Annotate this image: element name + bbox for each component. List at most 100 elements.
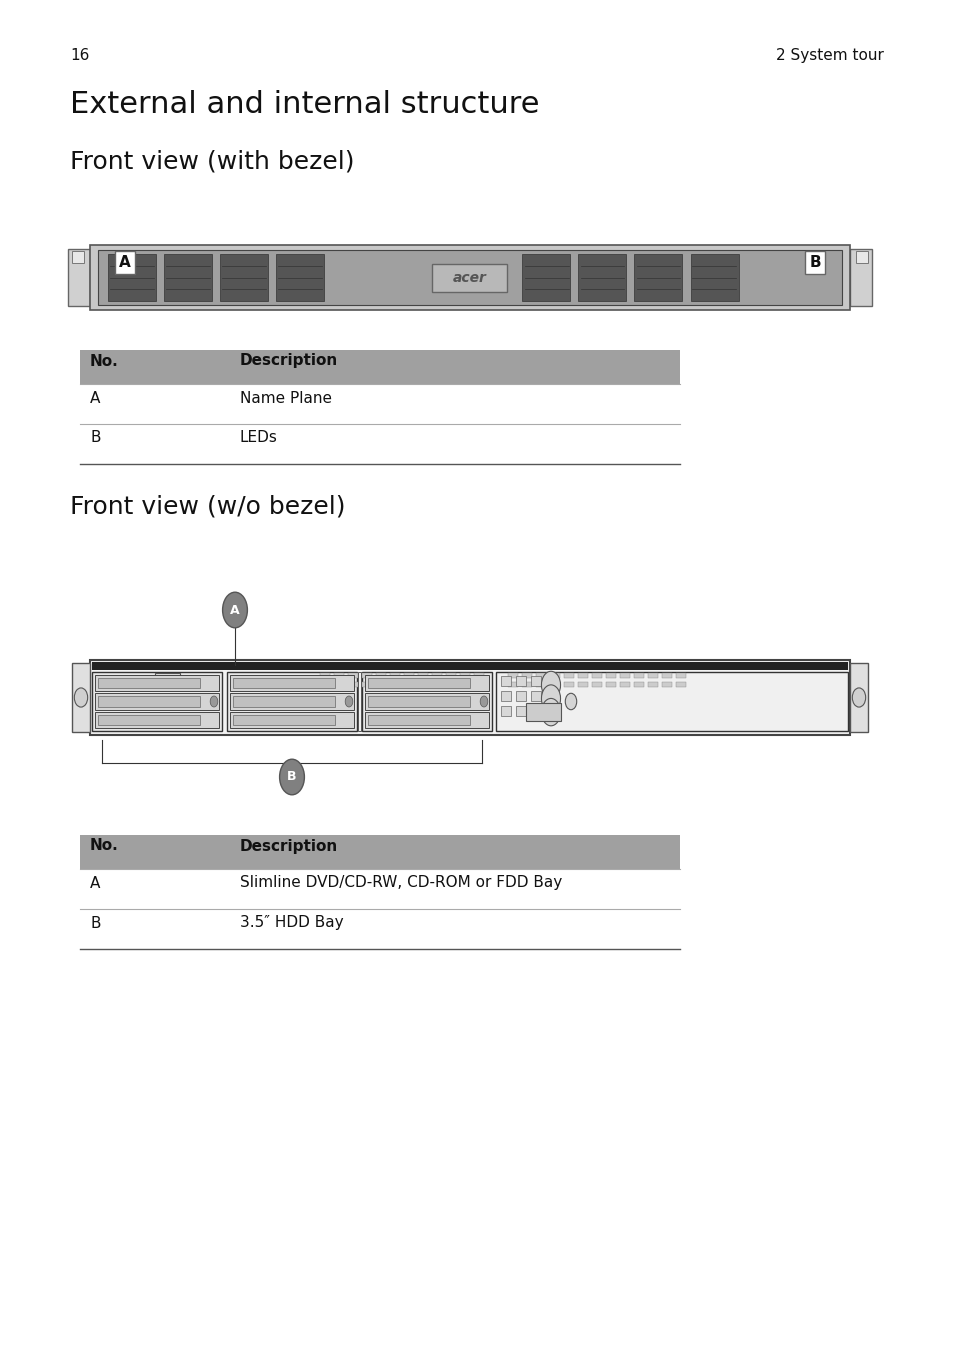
Bar	[68, 249, 90, 307]
Circle shape	[541, 698, 560, 726]
Bar	[676, 682, 685, 687]
Circle shape	[279, 760, 304, 795]
Bar	[855, 251, 867, 263]
Bar	[91, 663, 847, 669]
Bar	[459, 682, 470, 687]
Bar	[531, 691, 540, 701]
Text: 2 System tour: 2 System tour	[776, 48, 883, 63]
Bar	[516, 691, 525, 701]
Bar	[536, 682, 545, 687]
Bar	[319, 682, 330, 687]
Bar	[80, 835, 679, 869]
Bar	[80, 350, 679, 383]
Bar	[71, 663, 90, 732]
Bar	[95, 675, 219, 691]
Bar	[459, 674, 470, 678]
Bar	[357, 672, 360, 731]
Text: B: B	[808, 255, 820, 270]
Bar	[365, 693, 489, 709]
Bar	[319, 674, 330, 678]
Circle shape	[541, 684, 560, 712]
Bar	[275, 255, 324, 301]
Bar	[417, 674, 428, 678]
Bar	[334, 674, 344, 678]
Bar	[563, 674, 574, 678]
Circle shape	[74, 687, 88, 706]
Bar	[90, 245, 849, 309]
Bar	[690, 255, 738, 301]
Text: A: A	[230, 604, 239, 616]
Bar	[578, 674, 587, 678]
Text: B: B	[90, 916, 100, 931]
Bar	[592, 674, 601, 678]
Bar	[849, 249, 871, 307]
Circle shape	[222, 593, 247, 628]
Bar	[361, 672, 492, 731]
Text: Front view (w/o bezel): Front view (w/o bezel)	[70, 494, 345, 517]
Text: LEDs: LEDs	[240, 430, 277, 445]
Text: A: A	[119, 255, 131, 270]
Text: Slimline DVD/CD-RW, CD-ROM or FDD Bay: Slimline DVD/CD-RW, CD-ROM or FDD Bay	[240, 876, 561, 890]
Bar	[516, 706, 525, 716]
Bar	[348, 674, 357, 678]
Text: acer: acer	[453, 271, 486, 286]
Bar	[446, 682, 456, 687]
Bar	[521, 674, 532, 678]
Bar	[227, 672, 356, 731]
Text: No.: No.	[90, 353, 118, 368]
Bar	[220, 255, 268, 301]
Text: No.: No.	[90, 838, 118, 853]
Text: Front view (with bezel): Front view (with bezel)	[70, 151, 355, 174]
Circle shape	[851, 687, 864, 706]
Bar	[432, 682, 441, 687]
Bar	[661, 682, 671, 687]
Bar	[605, 674, 616, 678]
Bar	[578, 255, 626, 301]
Text: Name Plane: Name Plane	[240, 390, 332, 405]
Text: 16: 16	[70, 48, 90, 63]
Bar	[233, 715, 335, 726]
Bar	[619, 674, 629, 678]
Circle shape	[345, 695, 353, 706]
Text: External and internal structure: External and internal structure	[70, 90, 539, 119]
Bar	[474, 674, 483, 678]
Bar	[403, 682, 414, 687]
Bar	[91, 672, 222, 731]
Bar	[516, 676, 525, 686]
Bar	[417, 682, 428, 687]
Bar	[634, 255, 681, 301]
Bar	[230, 693, 354, 709]
Bar	[647, 682, 658, 687]
Bar	[578, 682, 587, 687]
Bar	[95, 693, 219, 709]
Bar	[507, 674, 517, 678]
Bar	[90, 660, 849, 735]
Bar	[98, 678, 200, 689]
Bar	[98, 715, 200, 726]
Bar	[71, 251, 84, 263]
Text: A: A	[90, 876, 100, 890]
Bar	[500, 676, 511, 686]
Bar	[619, 682, 629, 687]
Bar	[676, 674, 685, 678]
Bar	[375, 682, 386, 687]
Bar	[550, 682, 559, 687]
Bar	[605, 682, 616, 687]
Bar	[525, 704, 560, 721]
Bar	[233, 697, 335, 706]
Bar	[154, 674, 180, 686]
Bar	[634, 682, 643, 687]
Bar	[432, 674, 441, 678]
Bar	[521, 682, 532, 687]
Bar	[661, 674, 671, 678]
Bar	[522, 255, 570, 301]
Bar	[230, 675, 354, 691]
Bar	[536, 674, 545, 678]
Bar	[592, 682, 601, 687]
Bar	[474, 682, 483, 687]
Bar	[368, 715, 470, 726]
Bar	[334, 682, 344, 687]
Bar	[531, 676, 540, 686]
Bar	[507, 682, 517, 687]
Text: B: B	[90, 430, 100, 445]
